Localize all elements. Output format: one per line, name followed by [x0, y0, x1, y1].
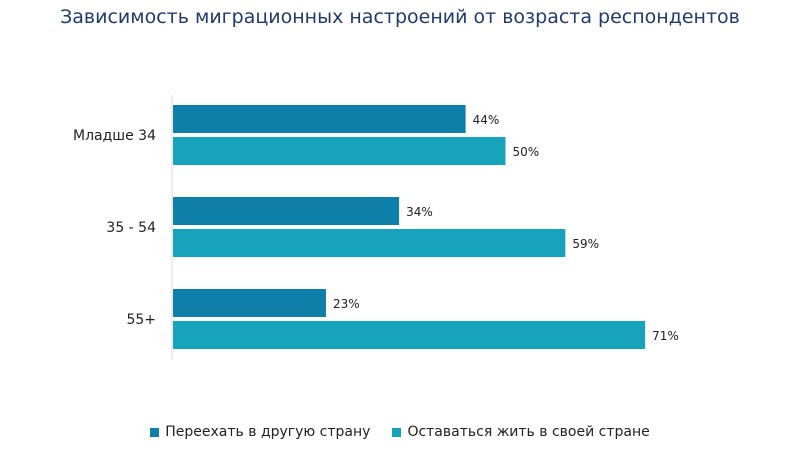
- legend-item-stay: Оставаться жить в своей стране: [392, 424, 650, 440]
- bar: [173, 105, 466, 133]
- legend: Переехать в другую страну Оставаться жит…: [0, 424, 800, 440]
- data-label: 59%: [572, 237, 599, 251]
- data-label: 44%: [473, 113, 500, 127]
- data-label: 71%: [652, 329, 679, 343]
- bar: [173, 197, 400, 225]
- data-label: 34%: [406, 205, 433, 219]
- data-label: 23%: [333, 297, 360, 311]
- bar: [173, 137, 506, 165]
- category-label: Младше 34: [73, 128, 156, 144]
- legend-label-stay: Оставаться жить в своей стране: [407, 424, 650, 440]
- legend-item-move: Переехать в другую страну: [150, 424, 370, 440]
- chart-title: Зависимость миграционных настроений от в…: [60, 6, 740, 28]
- legend-swatch-stay: [392, 427, 402, 437]
- legend-label-move: Переехать в другую страну: [165, 424, 371, 440]
- bar: [173, 321, 646, 349]
- legend-swatch-move: [150, 427, 160, 437]
- category-label: 55+: [126, 312, 156, 328]
- bar: [173, 289, 326, 317]
- bar: [173, 229, 566, 257]
- data-label: 50%: [513, 145, 540, 159]
- category-label: 35 - 54: [106, 220, 156, 236]
